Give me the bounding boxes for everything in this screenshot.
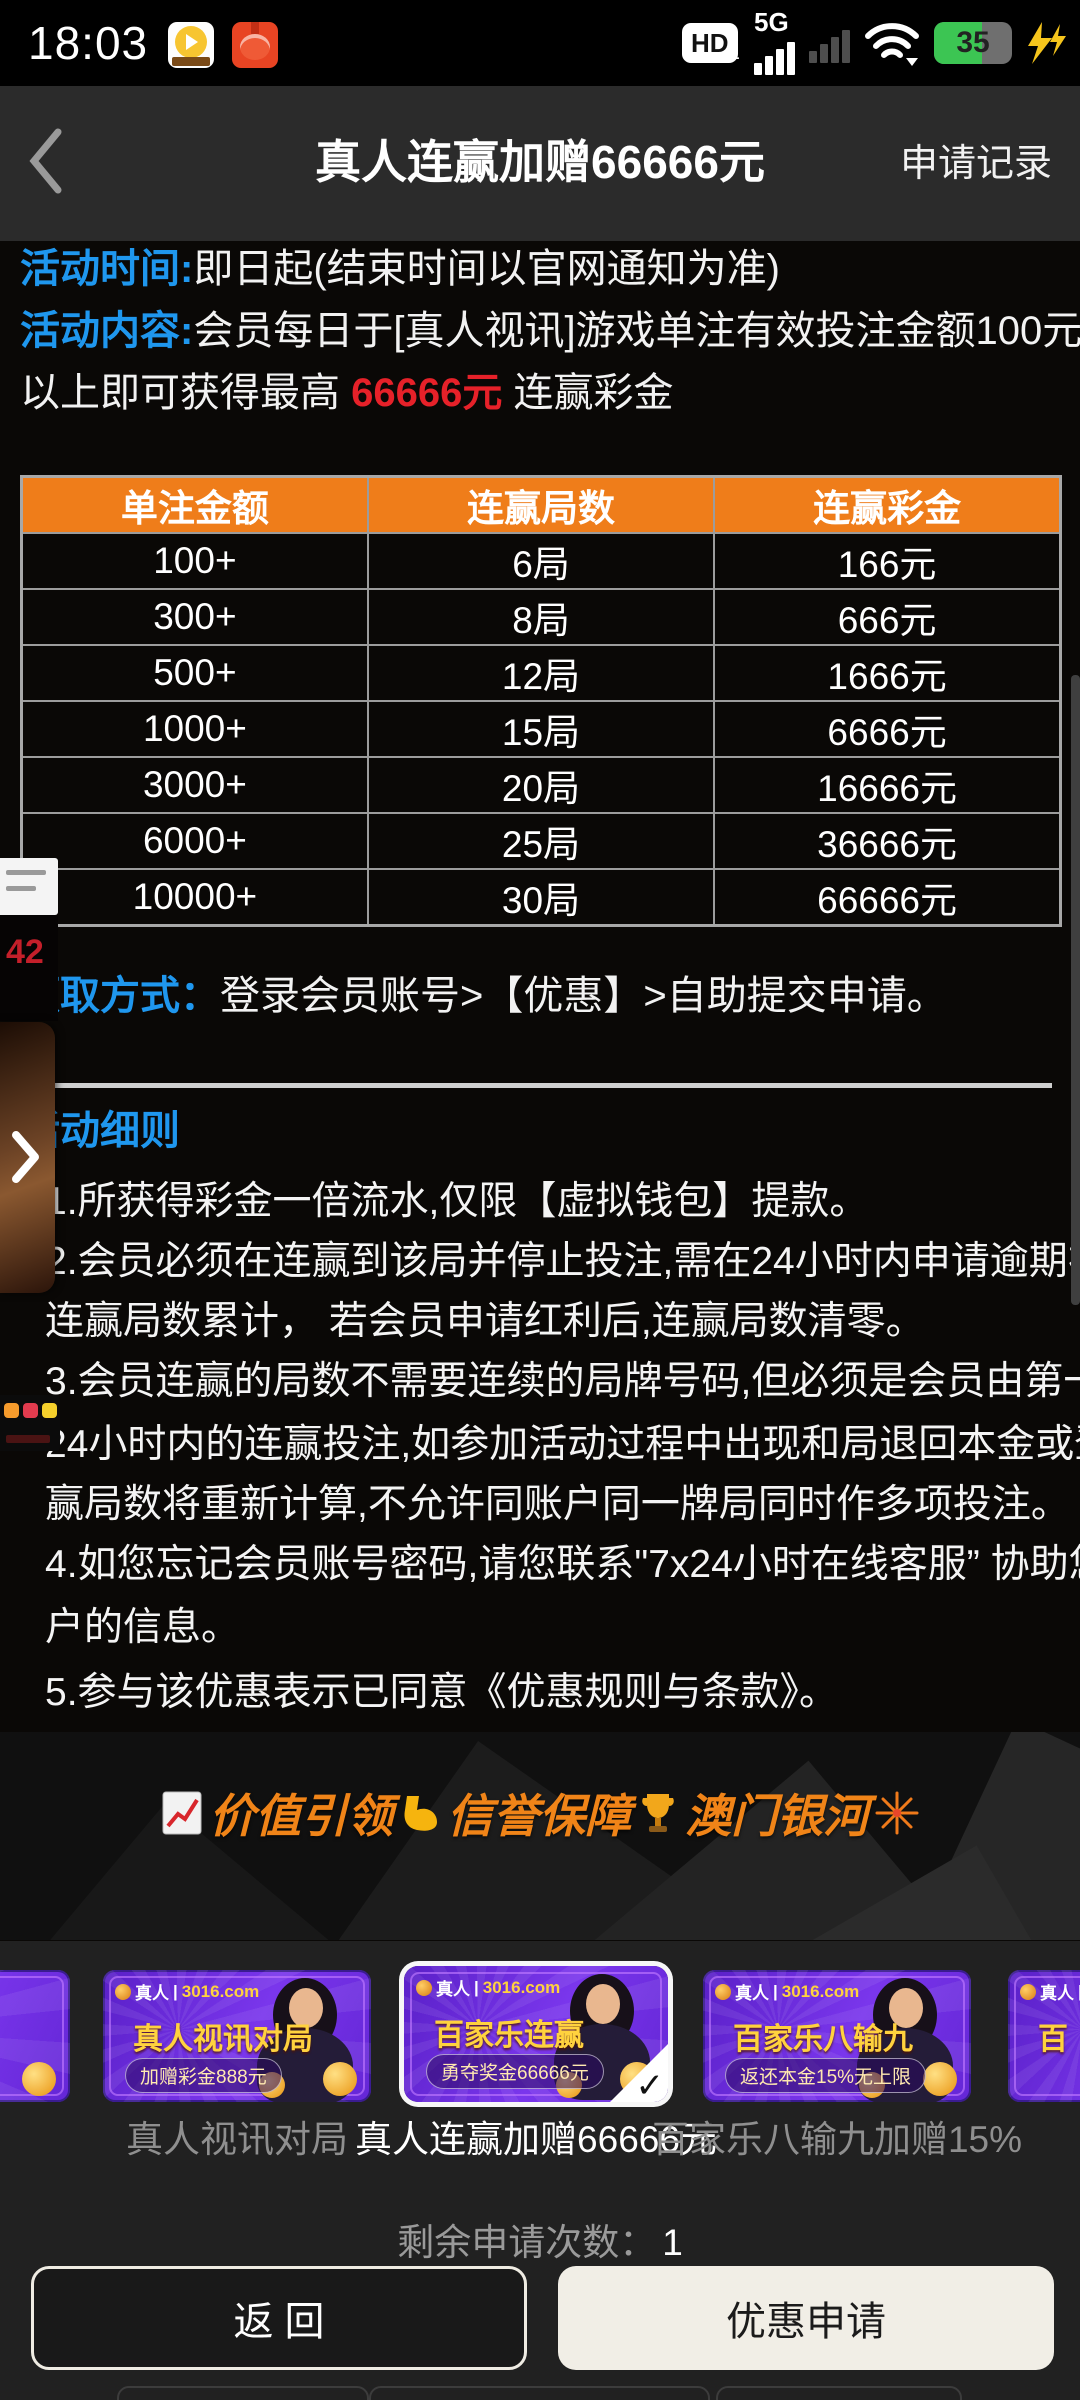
hd-voice-icon: HD xyxy=(681,23,738,63)
table-row: 3000+ 20局 16666元 xyxy=(20,756,1062,814)
brand-monkey-icon xyxy=(416,1979,432,1996)
status-bar: 18:03 HD 1 5G 35 xyxy=(0,0,1080,86)
max-bonus-highlight: 66666元 xyxy=(351,371,503,415)
bonus-tier-table: 单注金额 连赢局数 连赢彩金 100+ 6局 166元 300+ 8局 666元 500… xyxy=(20,475,1062,927)
claim-method-line: 领取方式：登录会员账号>【优惠】>自助提交申请。 xyxy=(20,974,947,1018)
card-title: 真人视讯对局 xyxy=(133,2023,313,2056)
rule-line: 户的信息。 xyxy=(45,1606,241,1649)
rule-line: 4.如您忘记会员账号密码,请您联系"7x24小时在线客服” 协助您取回您账 xyxy=(45,1543,1080,1586)
card-subtitle-pill: 返还本金15%无上限 xyxy=(725,2058,927,2093)
card-logo: 真人 | 3016.com xyxy=(416,1975,560,2000)
heart-icon xyxy=(23,1403,38,1418)
table-row: 10000+ 30局 66666元 xyxy=(20,868,1062,927)
card-title: 百家乐连赢 xyxy=(434,2019,584,2052)
apply-promo-button[interactable]: 优惠申请 xyxy=(558,2266,1054,2370)
activity-time-label: 活动时间: xyxy=(20,247,194,291)
application-records-link[interactable]: 申请记录 xyxy=(899,143,1052,185)
promo-card-streak-selected[interactable]: 真人 | 3016.com 百家乐连赢 勇夺奖金66666元 ✓ xyxy=(404,1966,668,2102)
pip-livestream-thumbnail[interactable] xyxy=(0,1395,60,1451)
card-label[interactable]: 真人视讯对局 xyxy=(126,2119,348,2160)
return-button[interactable]: 返 回 xyxy=(31,2266,527,2370)
pip-collapsed-panel[interactable] xyxy=(0,1022,55,1293)
signal-5g-icon: 5G xyxy=(754,9,795,75)
remaining-count: 1 xyxy=(662,2222,683,2263)
card-logo: 真人| xyxy=(1020,1979,1080,2004)
clipped-bottom-item xyxy=(369,2386,710,2400)
activity-content-line2: 以上即可获得最高 66666元 连赢彩金 xyxy=(20,371,674,415)
activity-content-line1: 活动内容:会员每日于[真人视讯]游戏单注有效投注金额100元+，连赢6局 xyxy=(20,309,1080,353)
promo-card-baccarat[interactable]: 真人 | 3016.com 百家乐八输九 返还本金15%无上限 xyxy=(703,1970,971,2102)
wifi-icon xyxy=(865,23,919,66)
promo-card-partial-left[interactable] xyxy=(0,1970,70,2102)
rule-line: 24小时内的连赢投注,如参加活动过程中出现和局退回本金或登出情况,连 xyxy=(45,1423,1080,1466)
brand-monkey-icon xyxy=(1020,1983,1036,2000)
signal-sim2-icon xyxy=(809,23,850,63)
charging-bolt-icon xyxy=(1028,22,1066,64)
notification-app-icon xyxy=(168,22,214,68)
clipped-bottom-item xyxy=(117,2386,369,2400)
tomato-app-icon xyxy=(232,22,278,68)
table-row: 6000+ 25局 36666元 xyxy=(20,812,1062,870)
gift-icon xyxy=(4,1403,19,1418)
clipped-bottom-item xyxy=(716,2386,962,2400)
rule-line: 连赢局数累计， 若会员申请红利后,连赢局数清零。 xyxy=(45,1300,925,1343)
promo-carousel-section: 真人 | 3016.com 真人视讯对局 加赠彩金888元 真人视讯对局 真人 | 30… xyxy=(0,1941,1080,2400)
clock: 18:03 xyxy=(28,17,149,69)
coin-icon xyxy=(42,1403,57,1418)
rules-title: 活动细则 xyxy=(20,1109,180,1153)
brand-monkey-icon xyxy=(715,1983,731,2000)
brand-banner: 价值引领 信誉保障 澳门银河 xyxy=(0,1732,1080,1940)
expand-chevron-icon[interactable] xyxy=(8,1130,42,1184)
back-chevron-icon[interactable] xyxy=(24,126,68,196)
activity-content-label: 活动内容: xyxy=(20,309,194,353)
pip-badge-count: 42 xyxy=(6,933,44,971)
rule-line: 3.会员连赢的局数不需要连续的局牌号码,但必须是会员由第一手投注起计 xyxy=(45,1360,1080,1403)
col-streak-rounds: 连赢局数 xyxy=(366,475,716,534)
activity-time-line: 活动时间:即日起(结束时间以官网通知为准) xyxy=(20,247,780,291)
promo-card-live-duel[interactable]: 真人 | 3016.com 真人视讯对局 加赠彩金888元 xyxy=(103,1970,371,2102)
card-title: 百家乐八输九 xyxy=(733,2023,913,2056)
flexed-biceps-icon xyxy=(404,1796,437,1831)
card-logo: 真人 | 3016.com xyxy=(715,1979,859,2004)
pip-browser-thumbnail[interactable] xyxy=(0,858,58,915)
table-row: 100+ 6局 166元 xyxy=(20,532,1062,590)
rule-line: 赢局数将重新计算,不允许同账户同一牌局同时作多项投注。 xyxy=(45,1483,1070,1526)
pip-video-thumbnail[interactable]: 42 xyxy=(0,915,58,1021)
promo-card-partial-right[interactable]: 真人| 百 xyxy=(1008,1970,1080,2102)
card-logo: 真人 | 3016.com xyxy=(115,1979,259,2004)
page-title: 真人连赢加赠66666元 xyxy=(315,136,765,188)
fireworks-icon xyxy=(875,1791,919,1835)
card-title: 百 xyxy=(1038,2023,1068,2056)
banner-slogan: 价值引领 信誉保障 澳门银河 xyxy=(0,1780,1080,1846)
brand-monkey-icon xyxy=(115,1983,131,2000)
battery-icon: 35 xyxy=(934,22,1012,64)
rule-line: 2.会员必须在连赢到该局并停止投注,需在24小时内申请逾期视为放弃,会 xyxy=(45,1240,1080,1283)
rule-line: 1.所获得彩金一倍流水,仅限【虚拟钱包】提款。 xyxy=(45,1180,869,1223)
card-label[interactable]: 百家乐八输九加赠15% xyxy=(651,2119,1023,2160)
chart-increasing-icon xyxy=(162,1791,202,1835)
section-divider xyxy=(28,1083,1052,1088)
col-streak-bonus: 连赢彩金 xyxy=(713,475,1062,534)
table-row: 1000+ 15局 6666元 xyxy=(20,700,1062,758)
rule-line: 5.参与该优惠表示已同意《优惠规则与条款》。 xyxy=(45,1671,839,1714)
card-label-selected[interactable]: 真人连赢加赠66666元 xyxy=(355,2119,717,2160)
nav-header: 真人连赢加赠66666元 申请记录 xyxy=(0,86,1080,241)
remaining-applications: 剩余申请次数： 1 xyxy=(397,2222,683,2263)
col-bet-amount: 单注金额 xyxy=(20,475,369,534)
table-header-row: 单注金额 连赢局数 连赢彩金 xyxy=(20,475,1062,534)
trophy-icon xyxy=(642,1794,674,1832)
card-subtitle-pill: 加赠彩金888元 xyxy=(125,2058,282,2093)
card-subtitle-pill: 勇夺奖金66666元 xyxy=(426,2054,604,2089)
table-row: 300+ 8局 666元 xyxy=(20,588,1062,646)
table-row: 500+ 12局 1666元 xyxy=(20,644,1062,702)
page-scrollbar[interactable] xyxy=(1071,675,1080,1305)
